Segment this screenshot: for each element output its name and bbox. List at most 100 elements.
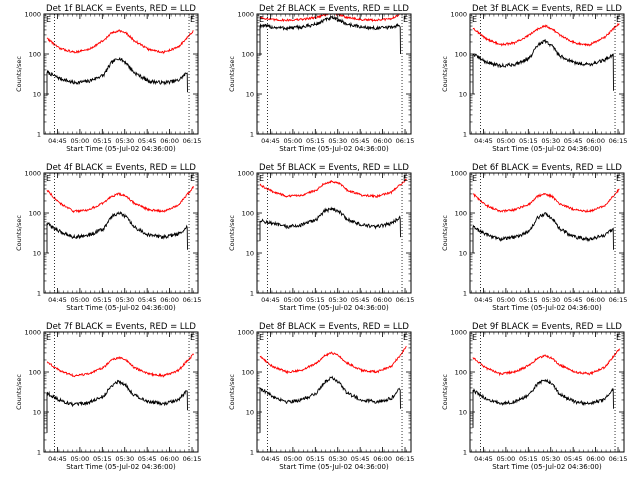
y-tick-label: 10	[246, 250, 254, 258]
y-tick-label: 10	[459, 250, 467, 258]
x-tick-label: 06:00	[160, 296, 179, 304]
y-tick-label: 100	[29, 369, 41, 377]
y-axis-label: Counts/sec	[441, 56, 449, 92]
series-events	[472, 378, 614, 428]
plot-frame	[43, 13, 199, 135]
plot-area	[472, 22, 620, 94]
y-axis-label: Counts/sec	[441, 215, 449, 251]
x-tick-label: 05:15	[93, 455, 112, 463]
series-events	[472, 38, 614, 94]
y-tick-label: 100	[242, 369, 254, 377]
x-tick-label: 05:15	[519, 137, 538, 145]
x-tick-label: 06:00	[160, 455, 179, 463]
series-lld	[259, 178, 407, 199]
x-tick-label: 05:00	[497, 296, 516, 304]
x-tick-label: 05:15	[306, 455, 325, 463]
plot-frame	[256, 172, 412, 294]
y-axis-label: Counts/sec	[228, 374, 236, 410]
y-tick-label: 100	[242, 51, 254, 59]
x-tick-label: 04:45	[474, 455, 493, 463]
x-tick-label: 06:00	[586, 296, 605, 304]
y-tick-label: 100	[29, 51, 41, 59]
series-lld	[259, 346, 407, 375]
marker-e-right: E	[190, 15, 195, 24]
x-tick-label: 05:15	[519, 296, 538, 304]
plot-area	[472, 348, 620, 428]
series-events	[259, 14, 401, 56]
y-tick-label: 1000	[24, 329, 41, 337]
x-tick-label: 05:30	[328, 455, 347, 463]
marker-e-left: E	[46, 333, 51, 342]
y-tick-label: 10	[33, 91, 41, 99]
plot-area	[46, 29, 194, 96]
x-tick-label: 06:00	[160, 137, 179, 145]
marker-e-right: E	[616, 15, 621, 24]
panel-title: Det 3f BLACK = Events, RED = LLD	[472, 4, 622, 14]
x-tick-label: 06:15	[609, 455, 628, 463]
x-tick-label: 05:00	[284, 137, 303, 145]
y-tick-label: 100	[455, 51, 467, 59]
y-tick-label: 1000	[237, 11, 254, 19]
x-tick-label: 05:30	[541, 137, 560, 145]
x-tick-label: 05:30	[115, 296, 134, 304]
y-tick-label: 10	[33, 409, 41, 417]
y-tick-label: 1000	[24, 170, 41, 178]
x-tick-label: 04:45	[474, 296, 493, 304]
x-tick-label: 06:15	[609, 296, 628, 304]
y-axis-label: Counts/sec	[228, 215, 236, 251]
y-tick-label: 10	[246, 91, 254, 99]
plot-area	[259, 346, 407, 433]
marker-e-right: E	[403, 333, 408, 342]
panel-title: Det 7f BLACK = Events, RED = LLD	[46, 322, 196, 332]
y-tick-label: 1000	[237, 329, 254, 337]
x-tick-label: 04:45	[48, 137, 67, 145]
y-tick-label: 1	[463, 290, 467, 298]
x-tick-label: 04:45	[261, 137, 280, 145]
marker-e-left: E	[259, 333, 264, 342]
marker-e-right: E	[616, 333, 621, 342]
x-tick-label: 06:00	[586, 455, 605, 463]
x-tick-label: 05:30	[115, 455, 134, 463]
series-lld	[46, 353, 194, 378]
plot-frame	[469, 331, 625, 453]
y-tick-label: 1	[250, 131, 254, 139]
series-lld	[46, 186, 194, 214]
x-tick-label: 06:00	[373, 137, 392, 145]
x-axis-label: Start Time (05-Jul-02 04:36:00)	[279, 463, 389, 471]
plot-frame	[469, 13, 625, 135]
y-axis-label: Counts/sec	[15, 374, 23, 410]
x-tick-label: 05:00	[497, 137, 516, 145]
marker-e-left: E	[46, 15, 51, 24]
panel-title: Det 1f BLACK = Events, RED = LLD	[46, 4, 196, 14]
y-axis-label: Counts/sec	[15, 56, 23, 92]
marker-e-left: E	[46, 174, 51, 183]
y-tick-label: 1000	[24, 11, 41, 19]
x-tick-label: 06:15	[396, 296, 415, 304]
marker-e-left: E	[472, 174, 477, 183]
series-events	[46, 211, 188, 253]
marker-e-left: E	[259, 15, 264, 24]
x-tick-label: 04:45	[48, 296, 67, 304]
x-axis-label: Start Time (05-Jul-02 04:36:00)	[66, 304, 176, 312]
x-axis-label: Start Time (05-Jul-02 04:36:00)	[279, 304, 389, 312]
x-tick-label: 05:00	[284, 455, 303, 463]
x-axis-label: Start Time (05-Jul-02 04:36:00)	[492, 463, 602, 471]
series-events	[46, 379, 188, 433]
y-tick-label: 10	[246, 409, 254, 417]
x-tick-label: 05:00	[71, 137, 90, 145]
y-tick-label: 10	[459, 91, 467, 99]
marker-e-right: E	[190, 174, 195, 183]
x-tick-label: 05:00	[284, 296, 303, 304]
y-tick-label: 1	[463, 449, 467, 457]
plot-area	[259, 178, 407, 241]
x-tick-label: 05:15	[519, 455, 538, 463]
panel-title: Det 9f BLACK = Events, RED = LLD	[472, 322, 622, 332]
y-tick-label: 1	[250, 449, 254, 457]
y-tick-label: 1	[37, 449, 41, 457]
y-tick-label: 1	[37, 290, 41, 298]
